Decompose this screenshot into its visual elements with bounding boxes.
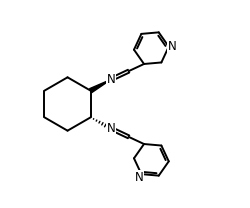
Text: N: N <box>107 122 116 135</box>
Text: N: N <box>135 171 143 184</box>
Text: N: N <box>107 73 116 86</box>
Text: N: N <box>168 40 177 53</box>
Polygon shape <box>90 79 111 93</box>
